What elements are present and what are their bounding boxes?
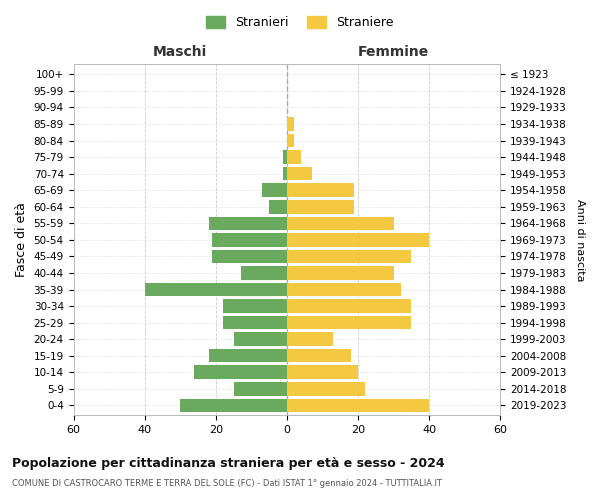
Bar [287, 200, 355, 213]
Bar [241, 266, 287, 280]
Bar [212, 233, 287, 246]
Legend: Stranieri, Straniere: Stranieri, Straniere [202, 11, 398, 34]
Bar [145, 282, 287, 296]
Bar [287, 398, 429, 412]
Y-axis label: Fasce di età: Fasce di età [15, 202, 28, 278]
Bar [212, 250, 287, 263]
Bar [287, 332, 333, 346]
Bar [287, 316, 412, 330]
Bar [287, 117, 294, 131]
Bar [283, 150, 287, 164]
Bar [209, 349, 287, 362]
Bar [287, 216, 394, 230]
Bar [269, 200, 287, 213]
Bar [287, 167, 312, 180]
Bar [287, 233, 429, 246]
Bar [209, 216, 287, 230]
Y-axis label: Anni di nascita: Anni di nascita [575, 198, 585, 281]
Text: Popolazione per cittadinanza straniera per età e sesso - 2024: Popolazione per cittadinanza straniera p… [12, 458, 445, 470]
Bar [223, 316, 287, 330]
Text: Maschi: Maschi [153, 46, 208, 60]
Bar [287, 300, 412, 313]
Bar [287, 150, 301, 164]
Bar [287, 184, 355, 197]
Bar [287, 250, 412, 263]
Text: Femmine: Femmine [358, 46, 429, 60]
Bar [223, 300, 287, 313]
Bar [287, 134, 294, 147]
Bar [262, 184, 287, 197]
Bar [287, 366, 358, 379]
Bar [287, 266, 394, 280]
Bar [194, 366, 287, 379]
Bar [287, 349, 351, 362]
Bar [233, 382, 287, 396]
Bar [233, 332, 287, 346]
Text: COMUNE DI CASTROCARO TERME E TERRA DEL SOLE (FC) - Dati ISTAT 1° gennaio 2024 - : COMUNE DI CASTROCARO TERME E TERRA DEL S… [12, 479, 442, 488]
Bar [283, 167, 287, 180]
Bar [180, 398, 287, 412]
Bar [287, 382, 365, 396]
Bar [287, 282, 401, 296]
